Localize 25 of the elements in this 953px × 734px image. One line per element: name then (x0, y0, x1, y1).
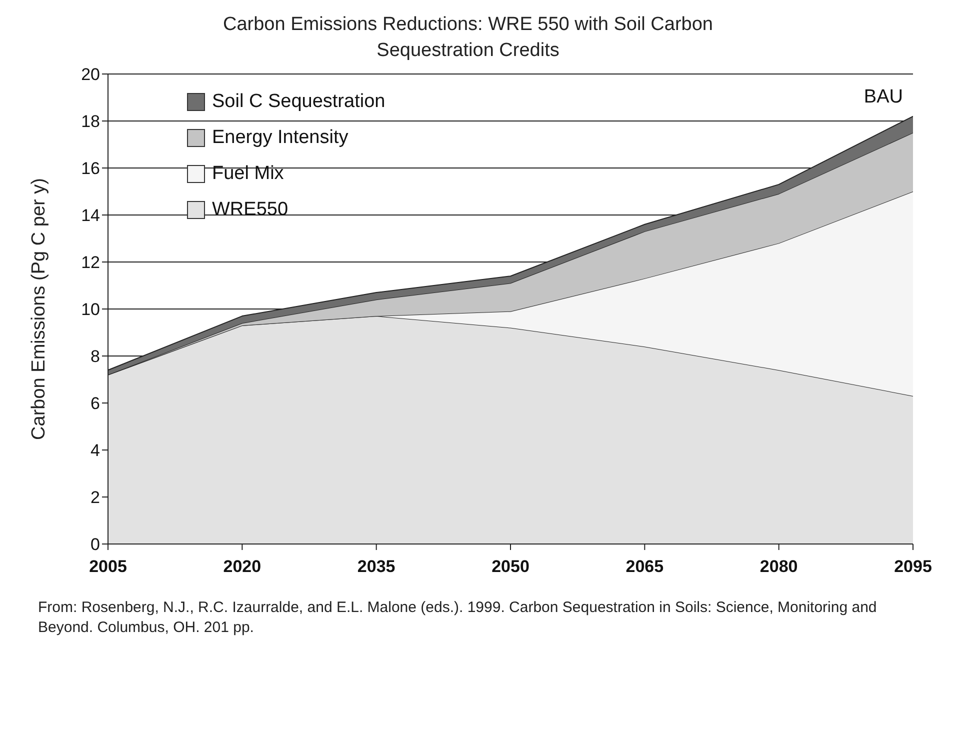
chart-title: Carbon Emissions Reductions: WRE 550 with Soil Carbon Sequestration Credits (222, 13, 714, 63)
x-tick-label: 2080 (760, 557, 798, 576)
x-tick-label: 2005 (89, 557, 127, 576)
y-tick-label: 16 (81, 159, 100, 178)
y-tick-label: 20 (81, 65, 100, 84)
y-tick-label: 6 (90, 394, 100, 414)
y-tick-label: 2 (90, 488, 100, 508)
y-tick-label: 4 (90, 441, 100, 460)
y-tick-label: 10 (81, 300, 100, 320)
text: From: Rosenberg, N.J., R.C. Izaurralde, and E.L. Malone (eds.). 1999. Carbon Sequestration in Soils: Science, Monitoring and Beyond. Columbus, OH. 201 pp. (38, 598, 878, 638)
y-tick-label: 0 (90, 535, 100, 554)
x-tick-label: 2065 (626, 557, 664, 576)
x-tick-label: 2035 (357, 557, 396, 576)
x-tick-label: 2050 (492, 557, 530, 576)
y-tick-label: 12 (81, 253, 100, 272)
x-tick-label: 2020 (223, 557, 262, 576)
legend-label: Energy Intensity (212, 127, 348, 149)
y-tick-label: 18 (81, 112, 100, 132)
y-axis-title: Carbon Emissions (Pg C per y) (28, 178, 50, 440)
annotation: BAU (864, 86, 903, 108)
y-tick-label: 8 (90, 347, 100, 366)
y-tick-label: 14 (81, 206, 100, 226)
x-tick-label: 2095 (894, 557, 932, 576)
legend-label: Fuel Mix (212, 163, 284, 185)
legend-label: Soil C Sequestration (212, 91, 386, 113)
